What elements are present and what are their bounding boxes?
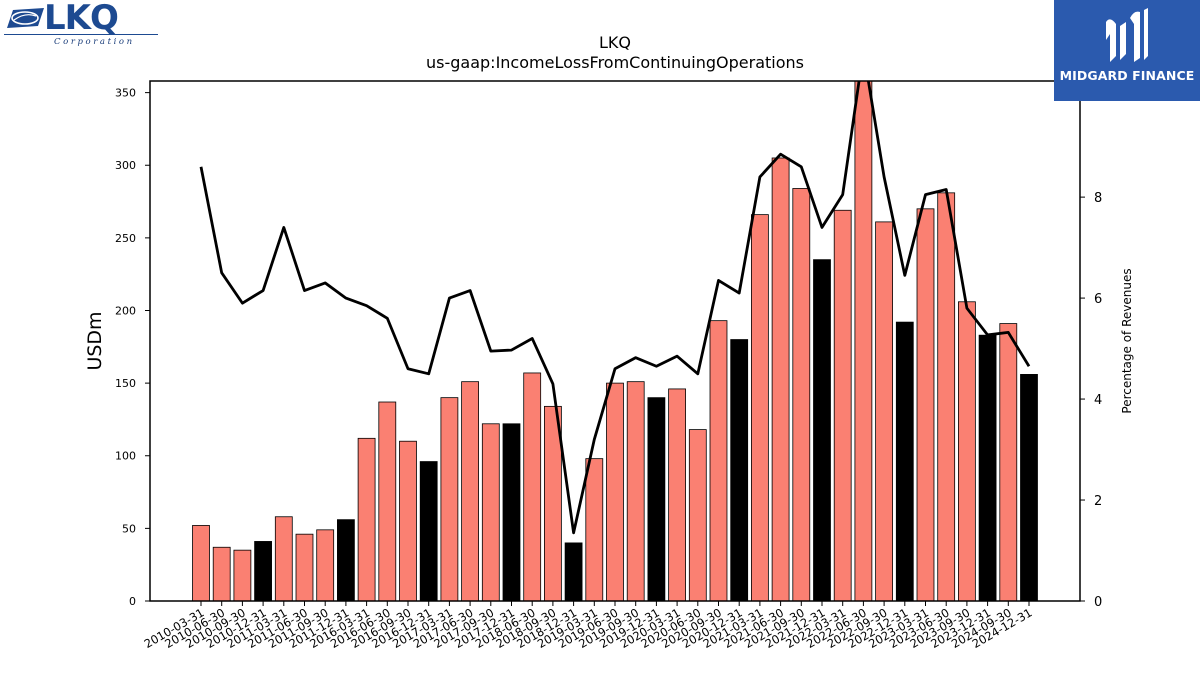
bar <box>564 542 583 601</box>
bar <box>254 541 272 601</box>
y-axis-label: USDm <box>84 311 106 370</box>
x-axis: 2010-03-312010-06-302010-09-302010-12-31… <box>142 601 1035 651</box>
y2-tick-label: 2 <box>1094 494 1102 509</box>
bar <box>461 381 479 601</box>
lkq-logo-subtitle: Corporation <box>54 37 135 47</box>
y-tick-label: 150 <box>115 377 136 390</box>
bar <box>958 301 976 601</box>
bar <box>647 397 666 601</box>
bar <box>813 259 831 601</box>
bar <box>212 546 231 601</box>
midgard-logo-text: MIDGARD FINANCE <box>1059 68 1195 83</box>
bar <box>585 458 604 601</box>
bar <box>378 401 397 601</box>
bar <box>233 549 252 601</box>
y2-axis-label: Percentage of Revenues <box>1120 268 1134 413</box>
bar <box>1020 374 1038 601</box>
bar <box>937 192 956 601</box>
y2-tick-label: 8 <box>1094 191 1102 206</box>
bar <box>606 382 624 601</box>
bar <box>523 372 542 601</box>
bar <box>419 461 438 601</box>
bar <box>999 323 1018 601</box>
y-tick-label: 350 <box>115 87 136 100</box>
y-tick-label: 300 <box>115 159 136 172</box>
y-tick-label: 250 <box>115 232 136 245</box>
bar <box>771 157 790 601</box>
y2-tick-label: 4 <box>1094 393 1102 408</box>
bar <box>833 209 852 601</box>
bar <box>295 533 314 601</box>
bar <box>688 429 707 601</box>
y-tick-label: 50 <box>122 522 136 535</box>
chart-title: LKQ <box>599 33 631 52</box>
bar <box>709 320 728 601</box>
bar <box>854 81 873 601</box>
bar <box>895 321 914 601</box>
lkq-emblem-icon <box>7 8 44 28</box>
bar <box>626 381 645 601</box>
bar <box>978 334 997 601</box>
bar <box>875 221 893 601</box>
chart-subtitle: us-gaap:IncomeLossFromContinuingOperatio… <box>426 53 804 72</box>
bar <box>192 525 210 601</box>
y2-tick-label: 6 <box>1094 292 1102 307</box>
lkq-logo: LKQ Corporation <box>4 0 160 48</box>
bar <box>730 339 749 601</box>
bar <box>337 519 355 601</box>
y-tick-label: 100 <box>115 450 136 463</box>
bar <box>316 529 335 601</box>
bar <box>481 423 500 601</box>
bar <box>274 516 293 601</box>
y-tick-label: 0 <box>129 595 136 608</box>
midgard-emblem-icon <box>1106 8 1148 63</box>
y-axis-left: 0 50 100 150 200 250 300 350 <box>115 87 150 608</box>
bar <box>502 423 521 601</box>
bar <box>916 208 935 601</box>
bar <box>751 214 769 601</box>
bar <box>357 437 376 601</box>
bar <box>792 188 811 601</box>
bar-group <box>192 81 1038 601</box>
y-tick-label: 200 <box>115 304 136 317</box>
bar <box>399 440 417 601</box>
revenue-percentage-line <box>199 81 1031 535</box>
bar <box>668 388 686 601</box>
y-axis-right: 0246810 <box>1080 90 1111 610</box>
y2-tick-label: 0 <box>1094 595 1102 610</box>
midgard-finance-logo: MIDGARD FINANCE <box>1054 0 1200 101</box>
bar <box>440 397 459 601</box>
lkq-logo-text: LKQ <box>44 0 119 38</box>
line-group <box>199 81 1031 535</box>
